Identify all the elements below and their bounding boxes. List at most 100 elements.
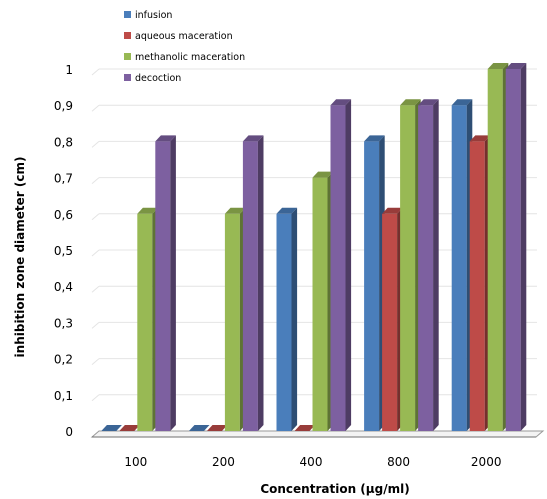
gridline — [91, 177, 100, 184]
legend-label: decoction — [135, 73, 181, 84]
bar-top — [294, 425, 316, 431]
legend-swatch — [124, 74, 131, 81]
bar — [451, 99, 473, 431]
bar-top — [418, 99, 439, 106]
gridline — [91, 358, 100, 365]
y-tick-label: 0,8 — [54, 135, 73, 149]
bar — [137, 207, 158, 431]
bar-front — [312, 177, 328, 431]
bar-front — [400, 105, 416, 431]
bar-top — [242, 135, 264, 142]
x-tick-labels: 100 200 400 800 2000 — [124, 455, 501, 469]
bar-front — [276, 213, 292, 431]
bar-side — [170, 135, 176, 431]
bar — [382, 207, 403, 431]
bar — [224, 207, 246, 431]
x-tick-label: 800 — [387, 455, 410, 469]
bar — [242, 135, 264, 431]
x-tick-label: 100 — [124, 455, 147, 469]
bar-front — [330, 105, 346, 431]
y-tick-label: 1 — [65, 63, 73, 77]
y-tick-label: 0,2 — [54, 353, 73, 367]
y-tick-label: 0,9 — [54, 99, 73, 113]
bar-side — [433, 99, 439, 431]
bar-front — [505, 69, 521, 431]
gridline — [91, 104, 100, 112]
bars — [101, 63, 527, 431]
y-tick-labels: 0 0,1 0,2 0,3 0,4 0,5 0,6 0,7 0,8 0,9 1 — [54, 63, 73, 439]
bar-front — [137, 213, 153, 431]
bar — [276, 207, 298, 431]
bar-top — [469, 135, 491, 142]
bar-front — [155, 141, 171, 431]
y-tick-label: 0,4 — [54, 280, 73, 294]
legend-swatch — [124, 11, 131, 18]
bar-side — [520, 63, 527, 431]
y-tick-label: 0,7 — [54, 172, 73, 186]
y-tick-label: 0 — [65, 425, 73, 439]
bar — [101, 425, 122, 431]
bar-front — [364, 141, 380, 431]
bar-front — [382, 213, 398, 431]
x-tick-label: 200 — [212, 455, 235, 469]
y-axis-label: inhibition zone diameter (cm) — [13, 157, 27, 358]
bar-top — [487, 63, 509, 69]
bar-top — [312, 171, 334, 178]
bar-side — [257, 135, 264, 431]
bar-front — [224, 213, 240, 431]
gridline — [91, 213, 100, 221]
bar-top — [276, 207, 298, 214]
bar — [330, 99, 352, 431]
chart-floor — [90, 430, 545, 438]
bar — [294, 425, 316, 431]
bar-top — [400, 99, 421, 106]
bar-top — [382, 207, 403, 214]
legend-label: aqueous maceration — [135, 31, 233, 42]
bar-top — [505, 63, 527, 69]
bar — [312, 171, 334, 431]
bar — [188, 425, 210, 431]
gridline — [91, 141, 100, 148]
legend-label: methanolic maceration — [135, 52, 245, 63]
bar — [364, 135, 385, 431]
legend: infusion aqueous maceration methanolic mac… — [124, 10, 245, 84]
bar-top — [206, 425, 228, 431]
bar-side — [291, 207, 298, 431]
bar-front — [451, 105, 467, 431]
gridline — [91, 68, 100, 76]
bar — [155, 135, 176, 431]
bar-front — [242, 141, 258, 431]
y-tick-label: 0,1 — [54, 389, 73, 403]
bar-top — [451, 99, 473, 106]
bar-top — [224, 207, 246, 214]
bar-top — [155, 135, 176, 142]
x-axis-label: Concentration (µg/ml) — [260, 482, 409, 496]
gridline — [91, 322, 100, 329]
bar-top — [119, 425, 140, 431]
legend-swatch — [124, 53, 131, 60]
bar — [119, 425, 140, 431]
legend-swatch — [124, 32, 131, 39]
bar-top — [330, 99, 352, 106]
gridline — [91, 394, 100, 402]
bar — [206, 425, 228, 431]
y-tick-label: 0,5 — [54, 244, 73, 258]
bar-front — [418, 105, 434, 431]
y-tick-label: 0,3 — [54, 316, 73, 330]
legend-label: infusion — [135, 10, 172, 21]
bar — [469, 135, 491, 431]
gridline — [91, 285, 100, 293]
bar-top — [101, 425, 122, 431]
bar — [400, 99, 421, 431]
bar-side — [345, 99, 352, 431]
chart-floor-plane — [90, 430, 545, 438]
bar-front — [469, 141, 485, 431]
bar-top — [188, 425, 210, 431]
bar-top — [364, 135, 385, 142]
bar — [505, 63, 527, 431]
x-tick-label: 2000 — [471, 455, 502, 469]
bar-front — [487, 69, 503, 431]
y-tick-label: 0,6 — [54, 208, 73, 222]
